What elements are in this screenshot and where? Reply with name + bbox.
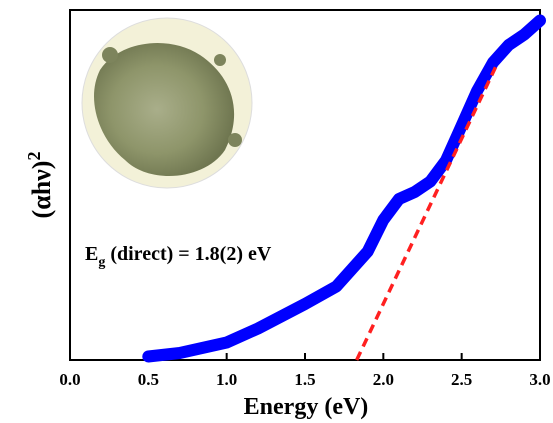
x-tick-label: 2.0 — [373, 370, 394, 389]
x-tick-label: 2.5 — [451, 370, 472, 389]
x-tick-label: 0.5 — [138, 370, 159, 389]
x-axis-label: Energy (eV) — [244, 394, 369, 420]
y-label-main: (αhν) — [27, 161, 56, 219]
annotation-main: E — [85, 243, 98, 265]
x-tick-label: 0.0 — [59, 370, 80, 389]
x-tick-label: 3.0 — [529, 370, 550, 389]
annotation-rest: (direct) = 1.8(2) eV — [105, 243, 272, 265]
x-tick-label: 1.0 — [216, 370, 237, 389]
annotation-sub: g — [98, 255, 105, 270]
y-axis-label: (αhν)2 — [24, 152, 56, 219]
x-tick-label: 1.5 — [294, 370, 315, 389]
fit-line — [355, 65, 498, 361]
data-line — [142, 14, 546, 363]
annotation: Eg (direct) = 1.8(2) eV — [85, 243, 272, 270]
inset-photo — [81, 17, 253, 189]
y-label-sup: 2 — [24, 152, 44, 161]
